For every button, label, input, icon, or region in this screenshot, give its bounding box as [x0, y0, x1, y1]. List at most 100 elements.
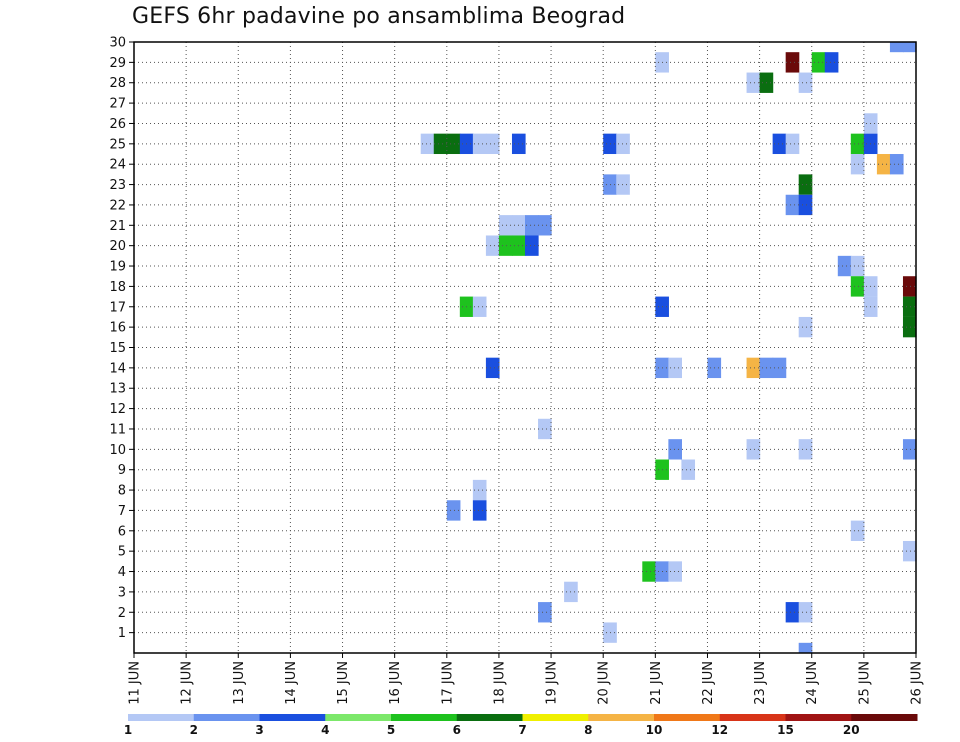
colorbar-segment — [128, 714, 195, 721]
heatmap-cell — [798, 602, 813, 623]
y-tick-label: 17 — [109, 300, 126, 315]
heatmap-cell — [485, 235, 500, 256]
heatmap-cell — [850, 276, 865, 297]
colorbar-label: 10 — [646, 723, 663, 737]
heatmap-cell — [472, 296, 487, 317]
y-tick-label: 15 — [109, 341, 126, 356]
heatmap-cell — [446, 500, 461, 521]
y-tick-label: 1 — [118, 626, 126, 641]
heatmap-cell — [798, 439, 813, 460]
heatmap-cell — [538, 215, 552, 236]
colorbar-segment — [193, 714, 260, 721]
x-tick-label: 24 JUN — [805, 661, 820, 705]
x-tick-label: 14 JUN — [284, 661, 299, 705]
heatmap-cell — [785, 602, 800, 623]
y-tick-label: 19 — [109, 260, 126, 275]
heatmap-cell — [798, 194, 813, 216]
x-tick-label: 17 JUN — [440, 661, 455, 705]
y-tick-label: 7 — [118, 504, 126, 519]
colorbar-segment — [588, 714, 655, 721]
heatmap-cell — [472, 133, 487, 155]
x-tick-label: 12 JUN — [180, 661, 195, 705]
heatmap-cell — [902, 540, 917, 562]
heatmap-cell — [446, 133, 461, 155]
chart-title: GEFS 6hr padavine po ansamblima Beograd — [132, 4, 626, 29]
x-tick-label: 20 JUN — [597, 661, 612, 705]
colorbar: 1 2 3 4 5 6 7 8 10 12 15 20 — [124, 714, 918, 737]
heatmap-cell — [772, 357, 787, 379]
heatmap-cell — [472, 479, 487, 501]
heatmap-cell — [485, 133, 500, 155]
colorbar-label: 7 — [518, 723, 526, 737]
heatmap-cell — [746, 72, 761, 93]
x-tick-label: 26 JUN — [910, 661, 925, 705]
x-tick-label: 18 JUN — [492, 661, 507, 705]
x-tick-label: 22 JUN — [701, 661, 716, 705]
x-tick-label: 11 JUN — [128, 661, 143, 705]
x-tick-label: 21 JUN — [649, 661, 664, 705]
y-tick-label: 2 — [118, 606, 126, 621]
heatmap-cell — [616, 174, 630, 195]
x-tick-label: 15 JUN — [336, 661, 351, 705]
heatmap-cell — [616, 133, 630, 155]
y-tick-label: 23 — [109, 178, 126, 193]
colorbar-segment — [851, 714, 918, 721]
colorbar-label: 2 — [190, 723, 198, 737]
cells-layer — [420, 42, 917, 653]
y-tick-label: 28 — [109, 76, 126, 91]
colorbar-label: 12 — [711, 723, 728, 737]
colorbar-label: 3 — [255, 723, 263, 737]
y-tick-label: 24 — [109, 158, 126, 173]
colorbar-segment — [456, 714, 523, 721]
heatmap-cell — [498, 235, 513, 256]
y-tick-label: 25 — [109, 137, 126, 152]
heatmap-cell — [785, 194, 800, 216]
y-tick-label: 18 — [109, 280, 126, 295]
y-tick-label: 8 — [118, 484, 126, 499]
heatmap-cell — [642, 561, 656, 582]
heatmap-cell — [525, 235, 539, 256]
colorbar-label: 15 — [777, 723, 794, 737]
colorbar-label: 4 — [321, 723, 329, 737]
y-tick-label: 30 — [109, 36, 126, 51]
colorbar-segment — [785, 714, 852, 721]
heatmap-cell — [902, 439, 917, 460]
heatmap-cell — [525, 215, 539, 236]
heatmap-cell — [889, 154, 904, 175]
heatmap-cell — [485, 357, 500, 379]
colorbar-label: 20 — [843, 723, 860, 737]
x-tick-label: 19 JUN — [545, 661, 560, 705]
heatmap-cell — [850, 255, 865, 277]
heatmap-cell — [538, 602, 552, 623]
x-tick-label: 16 JUN — [388, 661, 403, 705]
y-tick-label: 16 — [109, 321, 126, 336]
heatmap-cell — [798, 72, 813, 93]
heatmap-cell — [746, 357, 761, 379]
heatmap-cell — [850, 154, 865, 175]
y-tick-label: 27 — [109, 97, 126, 112]
x-axis: 11 JUN 12 JUN 13 JUN 14 JUN 15 JUN 16 JUN 17 J… — [128, 653, 925, 705]
heatmap-cell — [798, 316, 813, 338]
heatmap-cell — [472, 500, 487, 521]
colorbar-label: 5 — [387, 723, 395, 737]
heatmap-cell — [668, 561, 682, 582]
heatmap-cell — [772, 133, 787, 155]
heatmap-cell — [850, 520, 865, 541]
y-tick-label: 14 — [109, 361, 126, 376]
heatmap-cell — [785, 52, 800, 73]
heatmap-cell — [798, 642, 813, 653]
colorbar-label: 8 — [584, 723, 592, 737]
y-tick-label: 12 — [109, 402, 126, 417]
x-tick-label: 13 JUN — [232, 661, 247, 705]
y-tick-label: 26 — [109, 117, 126, 132]
heatmap-cell — [433, 133, 448, 155]
y-tick-label: 20 — [109, 239, 126, 254]
y-tick-label: 4 — [118, 565, 126, 580]
colorbar-segment — [654, 714, 721, 721]
heatmap-cell — [889, 42, 904, 53]
heatmap-cell — [420, 133, 435, 155]
heatmap-cell — [746, 439, 761, 460]
y-tick-label: 22 — [109, 198, 126, 213]
y-axis: 1234567891011121314151617181920212223242… — [109, 36, 134, 641]
